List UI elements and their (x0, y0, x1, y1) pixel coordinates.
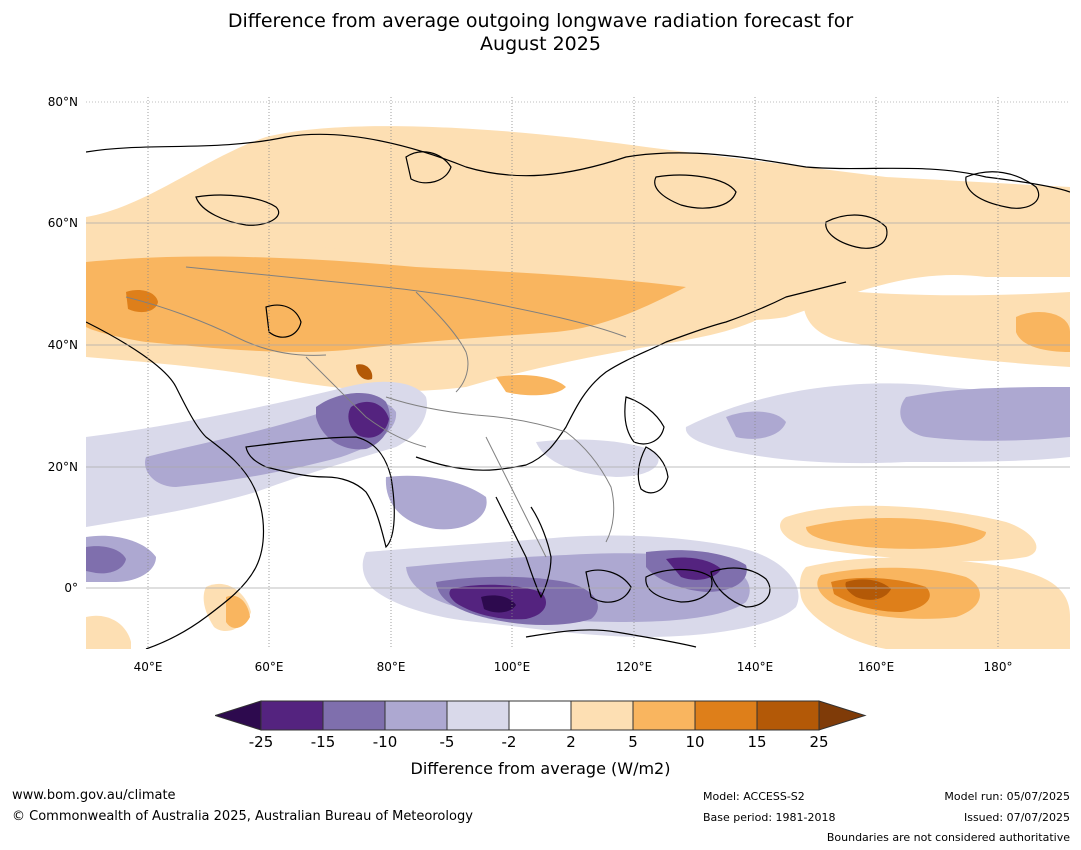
lat-label-equator: 0° (64, 581, 78, 595)
issued-text: Issued: 07/07/2025 (963, 811, 1070, 824)
colorbar-cell (260, 700, 324, 731)
lon-label-160e: 160°E (857, 660, 895, 674)
lon-label-180: 180° (983, 660, 1013, 674)
colorbar-cells (215, 700, 867, 731)
colorbar-cell (384, 700, 448, 731)
copyright-text: © Commonwealth of Australia 2025, Austra… (12, 809, 473, 824)
colorbar-tick-label: 25 (809, 733, 829, 751)
lat-label-60n: 60°N (47, 216, 78, 230)
colorbar-tick-label: -2 (501, 733, 517, 751)
disclaimer-text: Boundaries are not considered authoritat… (826, 831, 1070, 844)
lon-label-40e: 40°E (133, 660, 163, 674)
website-link[interactable]: www.bom.gov.au/climate (12, 788, 176, 803)
colorbar (215, 700, 867, 731)
colorbar-tick-label: 2 (566, 733, 576, 751)
lon-label-140e: 140°E (736, 660, 774, 674)
forecast-map (86, 97, 1070, 649)
coastlines (86, 133, 1070, 649)
colorbar-tick-label: 10 (685, 733, 705, 751)
map-canvas (86, 97, 1070, 649)
colorbar-tick-label: -15 (310, 733, 336, 751)
colorbar-tick-label: 15 (747, 733, 767, 751)
model-run-text: Model run: 05/07/2025 (944, 790, 1070, 803)
title-line-2: August 2025 (480, 33, 601, 55)
colorbar-cell (632, 700, 696, 731)
colorbar-tick-label: -10 (372, 733, 398, 751)
lat-label-80n: 80°N (47, 95, 78, 109)
lon-label-60e: 60°E (254, 660, 284, 674)
colorbar-cell (570, 700, 634, 731)
colorbar-tick-label: 5 (628, 733, 638, 751)
anomaly-fields (86, 126, 1070, 649)
lon-label-100e: 100°E (493, 660, 531, 674)
colorbar-cell (446, 700, 510, 731)
gridlines (147, 97, 999, 649)
colorbar-tick-label: -5 (439, 733, 455, 751)
colorbar-cell (756, 700, 820, 731)
colorbar-cell (508, 700, 572, 731)
colorbar-extend-high (818, 700, 867, 731)
model-text: Model: ACCESS-S2 (703, 790, 805, 803)
lon-label-80e: 80°E (376, 660, 406, 674)
lat-label-40n: 40°N (47, 338, 78, 352)
lon-label-120e: 120°E (615, 660, 653, 674)
lat-gridlines (86, 101, 1070, 589)
colorbar-extend-low (215, 700, 262, 731)
title-line-1: Difference from average outgoing longwav… (227, 10, 854, 32)
colorbar-cell (322, 700, 386, 731)
base-period-text: Base period: 1981-2018 (703, 811, 836, 824)
colorbar-tick-label: -25 (248, 733, 274, 751)
colorbar-label: Difference from average (W/m2) (410, 759, 671, 778)
lat-label-20n: 20°N (47, 460, 78, 474)
country-borders (125, 266, 627, 558)
colorbar-cell (694, 700, 758, 731)
map-title: Difference from average outgoing longwav… (0, 10, 1081, 56)
